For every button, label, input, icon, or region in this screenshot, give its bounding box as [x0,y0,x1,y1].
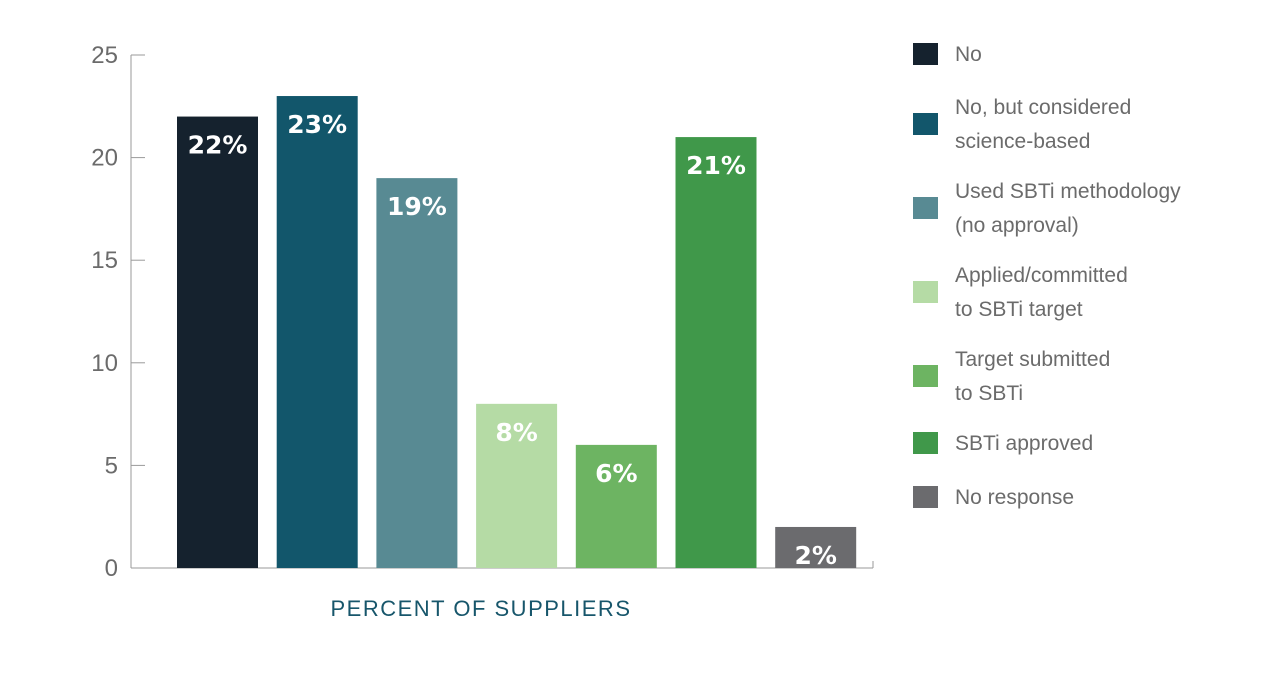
y-tick-label: 20 [91,145,118,172]
legend-swatch [913,281,938,303]
y-tick-label: 5 [105,452,118,479]
legend-label: to SBTi target [955,298,1083,321]
legend-swatch [913,43,938,65]
bar [775,526,857,568]
bar [276,96,358,568]
y-tick-label: 0 [105,555,118,582]
legend-label: (no approval) [955,214,1079,237]
legend-swatch [913,197,938,219]
legend-swatch [913,486,938,508]
bar [177,116,258,568]
bar [376,178,458,568]
bar-data-label: 8% [495,418,537,447]
chart-bars [177,96,857,568]
legend-label: No response [955,486,1074,509]
legend-label: No [955,43,982,66]
chart-axes: 0 5 10 15 20 25 [91,42,874,582]
chart-legend: No No, but considered science-based Used SB… [913,43,1181,509]
bar [575,444,657,568]
y-tick-label: 10 [91,350,118,377]
bar [675,137,757,568]
bar [476,403,558,568]
bar-data-label: 6% [595,459,637,488]
legend-swatch [913,365,938,387]
legend-label: to SBTi [955,382,1023,405]
y-tick-label: 25 [91,42,118,69]
bar-data-label: 22% [188,131,248,160]
legend-swatch [913,113,938,135]
legend-swatch [913,432,938,454]
legend-label: Used SBTi methodology [955,180,1181,203]
legend-label: Target submitted [955,348,1110,371]
legend-label: Applied/committed [955,264,1128,287]
bar-data-label: 21% [686,151,746,180]
x-axis-title: PERCENT OF SUPPLIERS [331,596,632,621]
bar-data-label: 23% [287,110,347,139]
chart-bar-labels: 22% 23% 19% 8% 6% 21% 2% [188,110,837,570]
legend-label: No, but considered [955,96,1131,119]
legend-label: science-based [955,130,1090,153]
y-tick-label: 15 [91,247,118,274]
legend-label: SBTi approved [955,432,1093,455]
bar-data-label: 19% [387,192,447,221]
bar-data-label: 2% [794,541,836,570]
